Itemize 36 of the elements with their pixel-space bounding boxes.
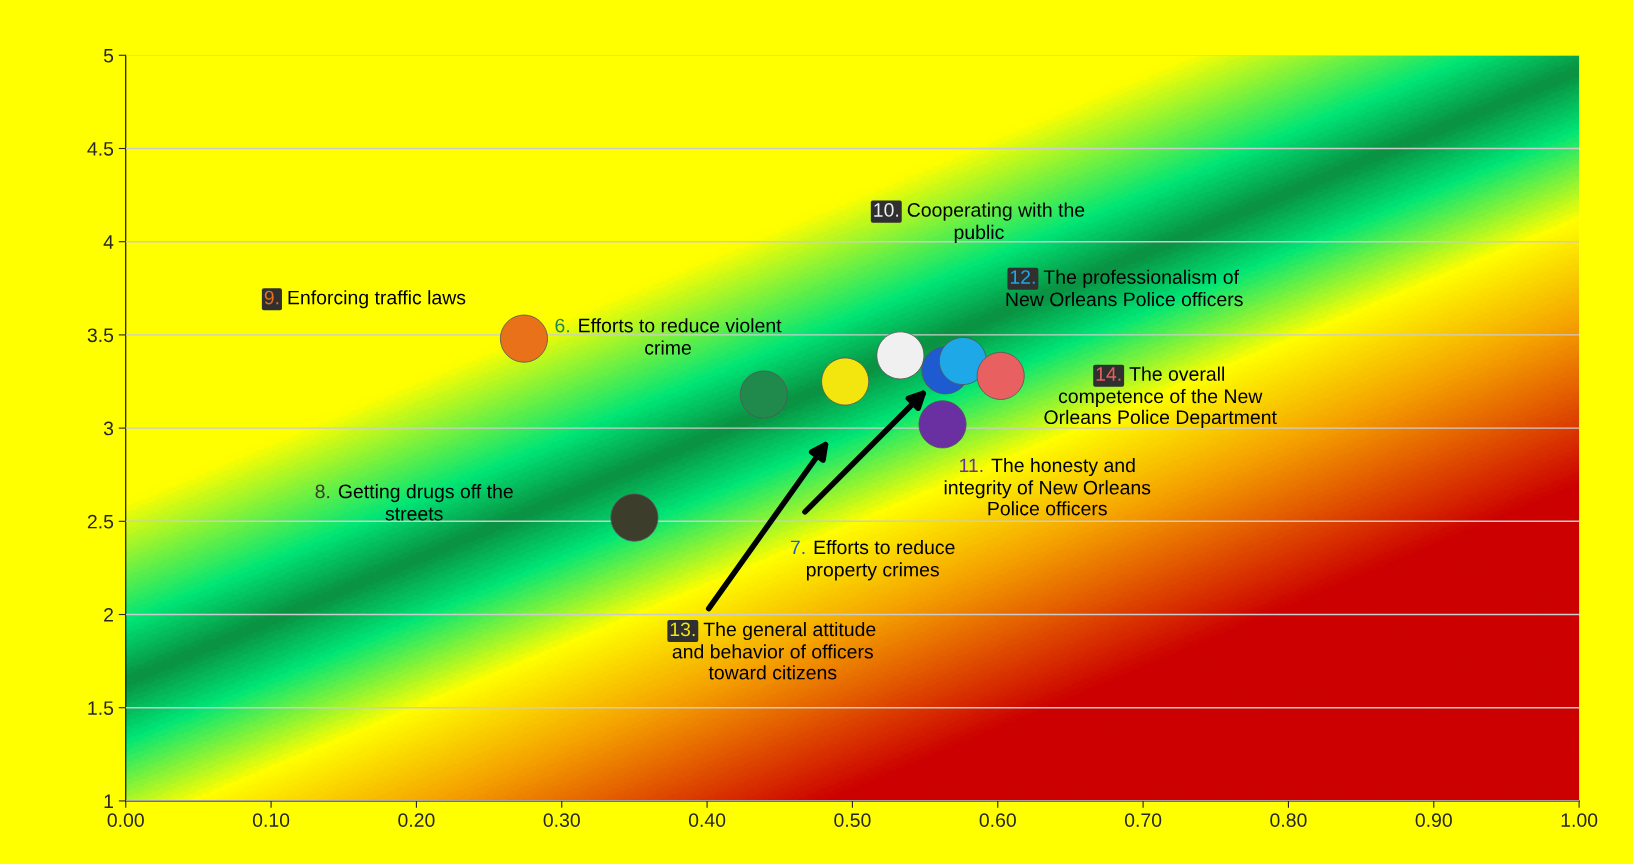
point [876,331,925,380]
series-label: 6. Efforts to reduce violent crime [555,318,782,355]
text: 8. Getting drugs off the streets [315,484,513,521]
y-tick-label: 3.5 [87,328,114,343]
x-tick-label: 0.00 [107,813,144,828]
point [610,493,659,542]
x-tick-label: 0.80 [1270,813,1307,828]
x-tick-label: 0.40 [688,813,726,828]
point [499,314,548,363]
y-tick-label: 2 [104,607,113,622]
y-tick-label: 2.5 [87,514,114,529]
x-tick-label: 1.00 [1561,813,1598,828]
series-label: 14. The overall competence of the New Orleans Police Department [1044,366,1277,428]
series-label: 11. The honesty and integrity of New Orleans Police officers [944,457,1151,516]
y-tick-label: 4 [103,235,114,249]
y-tick-label: 1 [104,794,113,808]
y-tick-label: 4.5 [87,142,114,156]
x-tick-label: 0.70 [1124,813,1162,828]
point [739,370,788,419]
text: 12. The professionalism of New Orleans Police officers [1006,269,1243,307]
x-tick-label: 0.20 [398,813,435,828]
y-tick-label: 3 [103,421,114,436]
text: 9. Enforcing traffic laws [264,290,466,309]
x-tick-label: 0.60 [979,813,1016,828]
point [918,400,967,449]
x-tick-label: 0.30 [543,813,580,828]
text: 10. Cooperating with the public [874,202,1085,243]
point [821,357,870,406]
x-tick-label: 0.90 [1415,813,1452,828]
text: 7. Efforts to reduce property crimes [790,539,955,581]
y-tick-label: 5 [103,48,114,63]
x-tick-label: 0.10 [252,813,290,828]
point [976,351,1025,400]
x-tick-label: 0.50 [834,813,871,828]
y-tick-label: 1.5 [88,701,114,715]
text: 13. The general attitude and behavior of officers toward citizens [670,621,876,680]
